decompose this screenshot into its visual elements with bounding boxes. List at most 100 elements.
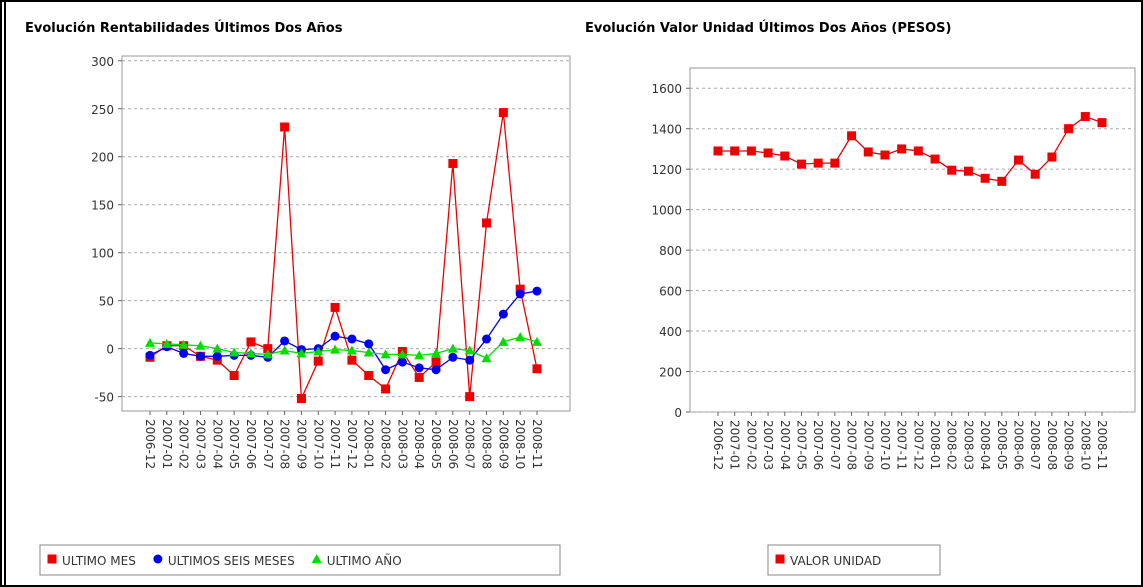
x-tick-label: 2008-10 [513,419,527,469]
data-point [263,344,273,354]
x-tick-label: 2007-04 [210,419,224,469]
data-point [780,151,790,161]
x-tick-label: 2008-02 [945,420,959,470]
data-point [280,122,290,132]
x-tick-label: 2008-06 [446,419,460,469]
data-point [830,158,840,168]
legend-marker [775,554,785,564]
data-point [414,372,424,382]
data-point [498,336,509,346]
data-point [532,336,542,346]
data-point [178,339,189,349]
data-point [346,345,357,355]
x-tick-label: 2008-09 [496,419,510,469]
data-point [280,336,290,346]
data-point [1047,152,1057,162]
x-tick-label: 2008-04 [978,420,992,470]
data-point [482,334,492,344]
y-tick-label: 0 [106,343,114,357]
data-point [414,363,424,373]
x-tick-label: 2007-12 [345,419,359,469]
data-point [364,339,374,349]
data-point [313,356,323,366]
y-tick-label: 600 [659,285,682,299]
data-point [532,364,542,374]
data-point [880,150,890,160]
x-tick-label: 2007-08 [845,420,859,470]
y-tick-label: 800 [659,244,682,258]
data-point [262,349,273,359]
chart-title: Evolución Valor Unidad Últimos Dos Años … [585,20,951,36]
data-point [713,146,723,156]
data-point [963,166,973,176]
data-point [161,338,172,348]
data-point [997,176,1007,186]
data-point [1030,169,1040,179]
data-point [414,350,425,360]
legend-marker [47,554,57,564]
data-point [465,355,475,365]
x-tick-label: 2008-10 [1078,420,1092,470]
data-point [796,159,806,169]
data-point [347,355,357,365]
y-tick-label: 200 [659,366,682,380]
data-point [863,147,873,157]
data-point [330,302,340,312]
legend-label: VALOR UNIDAD [790,554,881,568]
data-point [1014,155,1024,165]
legend-label: ULTIMO MES [62,554,136,568]
x-tick-label: 2008-06 [1012,420,1026,470]
y-tick-label: 200 [91,151,114,165]
x-tick-label: 2007-07 [261,419,275,469]
data-point [195,351,205,361]
data-point [813,158,823,168]
data-point [431,357,441,367]
data-point [1097,118,1107,128]
x-tick-label: 2006-12 [711,420,725,470]
data-point [347,334,357,344]
data-point [245,348,256,358]
data-point [296,394,306,404]
data-point [947,165,957,175]
data-point [364,371,374,380]
data-point [481,353,492,363]
x-tick-label: 2008-02 [379,419,393,469]
data-point [212,343,223,353]
x-tick-label: 2007-01 [728,420,742,470]
x-tick-label: 2008-11 [530,419,544,469]
data-point [229,347,240,357]
data-point [145,350,155,360]
x-tick-label: 2007-12 [911,420,925,470]
legend-label: ULTIMO AÑO [327,553,402,568]
data-point [279,345,290,355]
data-point [448,158,458,168]
legend-box [39,544,561,576]
x-tick-label: 2008-04 [412,419,426,469]
x-tick-label: 2008-07 [1028,420,1042,470]
data-point [448,352,458,362]
x-tick-label: 2007-03 [193,419,207,469]
x-tick-label: 2008-07 [463,419,477,469]
data-point [381,365,391,375]
legend-marker [153,554,163,564]
x-tick-label: 2008-08 [480,419,494,469]
x-tick-label: 2007-05 [794,420,808,470]
x-tick-label: 2006-12 [143,419,157,469]
data-point [397,357,407,367]
data-point [930,154,940,164]
x-tick-label: 2007-05 [227,419,241,469]
x-tick-label: 2007-09 [861,420,875,470]
data-point [397,349,408,359]
data-point [246,337,256,347]
x-tick-label: 2008-08 [1045,420,1059,470]
y-tick-label: 100 [91,247,114,261]
x-tick-label: 2007-02 [177,419,191,469]
x-tick-label: 2007-11 [328,419,342,469]
data-point [482,218,492,228]
x-tick-label: 2007-10 [878,420,892,470]
data-point [330,331,340,341]
data-point [179,348,189,358]
y-tick-label: 400 [659,325,682,339]
data-point [431,365,441,375]
y-tick-label: 250 [91,103,114,117]
